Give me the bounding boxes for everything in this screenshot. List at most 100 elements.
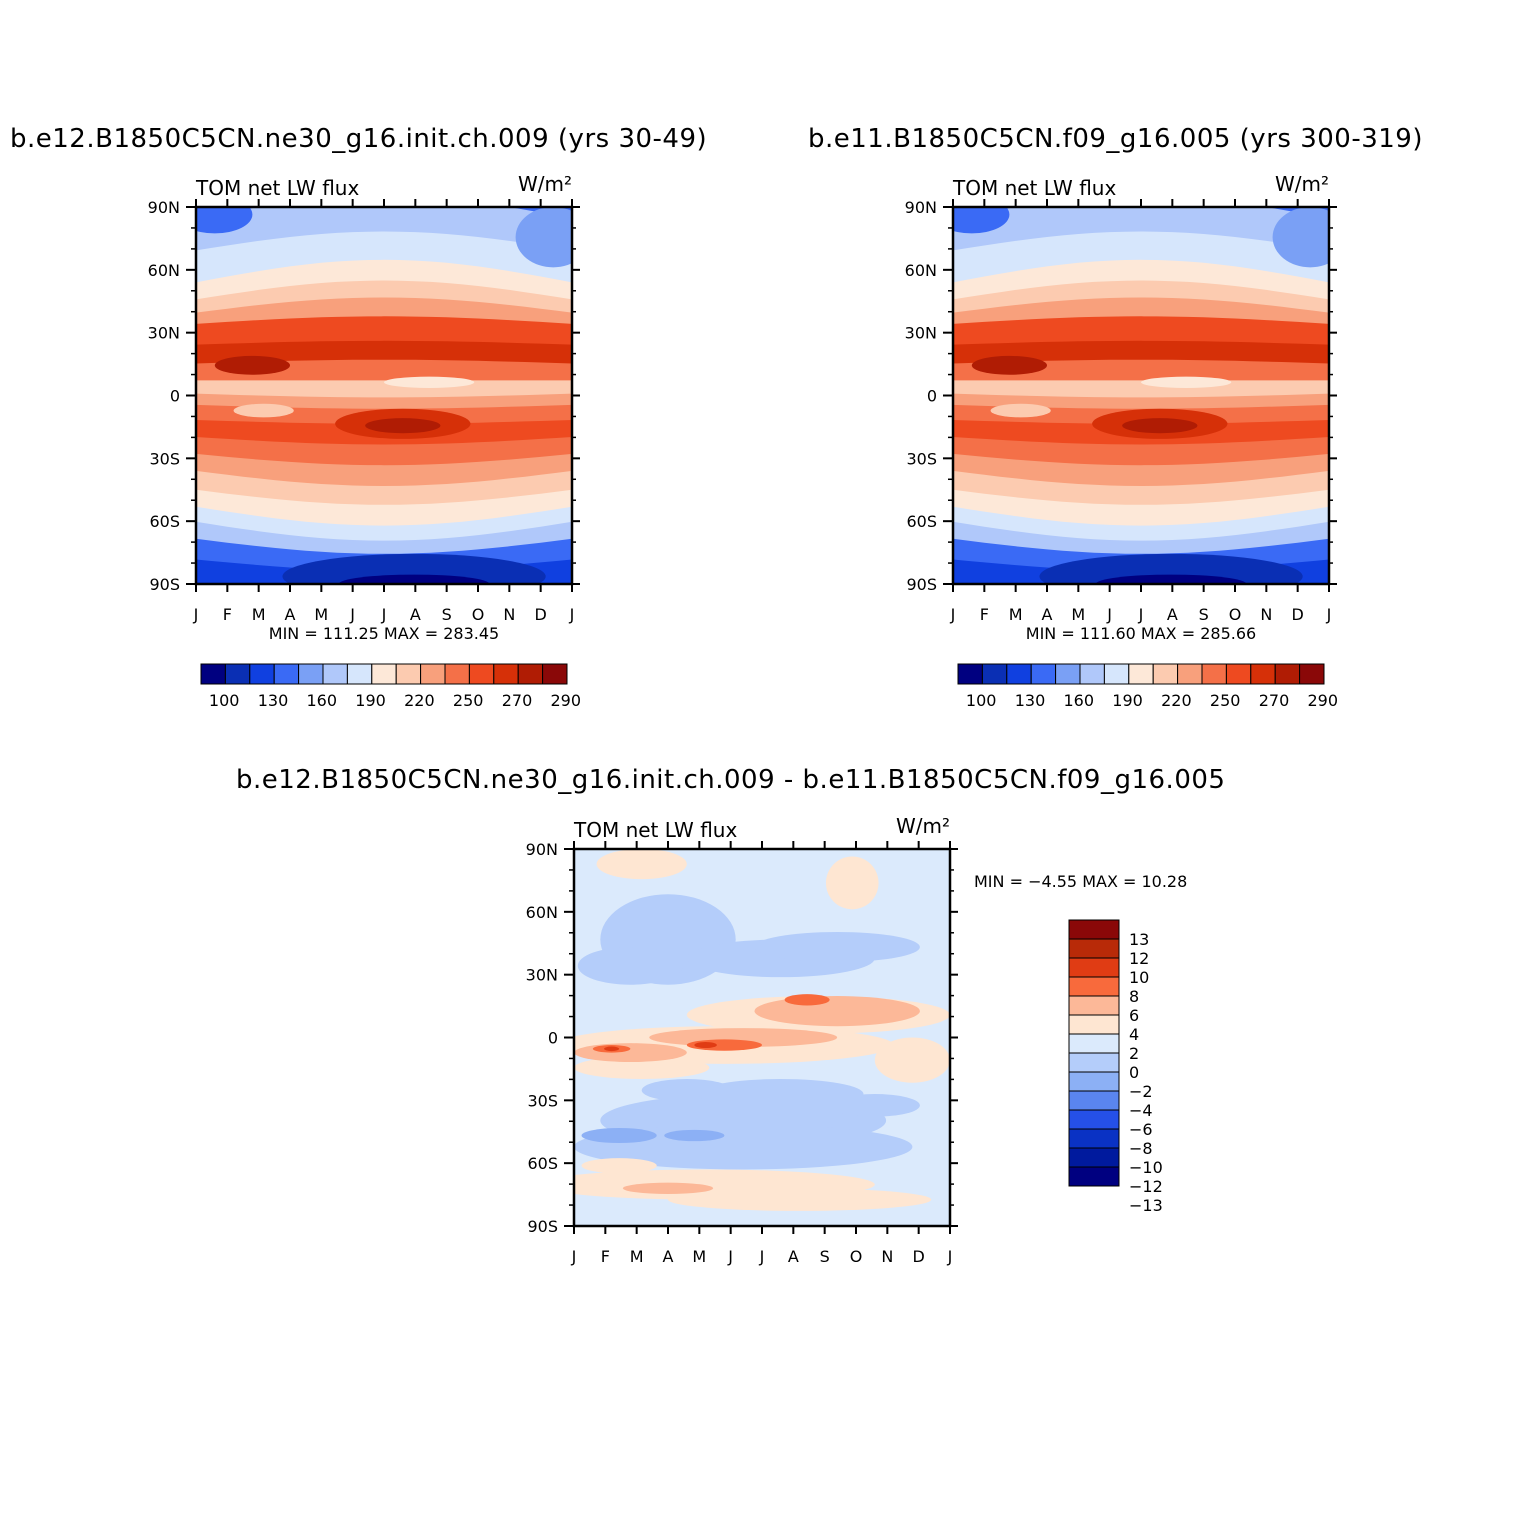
panel1-colorbar-cell: [517, 663, 544, 685]
panel2-colorbar-cell: [1201, 663, 1227, 685]
panel2-colorbar-label: 290: [1308, 691, 1339, 710]
diff-blob: [581, 1158, 657, 1174]
diff-blob: [596, 849, 687, 880]
panel2-stats: MIN = 111.60 MAX = 285.66: [1026, 624, 1256, 643]
panel1-units: W/m²: [518, 172, 572, 196]
panel2-colorbar-label: 190: [1112, 691, 1143, 710]
panel1-subtitle: TOM net LW flux: [195, 176, 359, 200]
panel1-xtick-label: J: [569, 605, 575, 624]
panel2-ytick-label: 30N: [905, 324, 937, 343]
panel1-xtick-label: O: [472, 605, 485, 624]
south-trop-max-core: [1122, 418, 1198, 434]
north-trop-max: [214, 355, 290, 375]
diff-colorbar-cell: [1068, 1128, 1120, 1149]
panel1-colorbar-cell: [346, 663, 373, 685]
equator-min: [384, 376, 475, 388]
diff-colorbar-cell: [1068, 1014, 1120, 1035]
diff-colorbar-cell: [1068, 1071, 1120, 1092]
panel2-ytick-label: 60S: [906, 512, 937, 531]
south-pole-min: [338, 574, 490, 584]
panel2-colorbar-cell: [1006, 663, 1032, 685]
panel2-title: b.e11.B1850C5CN.f09_g16.005 (yrs 300-319…: [808, 124, 1423, 154]
panel2-colorbar-label: 250: [1210, 691, 1241, 710]
diff-colorbar-cell: [1068, 995, 1120, 1016]
panel1-colorbar-cell: [468, 663, 495, 685]
panel2-ytick-label: 0: [927, 387, 937, 406]
diff-blob: [574, 1056, 710, 1079]
diff-colorbar-cell: [1068, 919, 1120, 940]
panel1-colorbar-label: 250: [453, 691, 484, 710]
panel3-ytick-label: 0: [548, 1029, 558, 1048]
panel2-subtitle: TOM net LW flux: [952, 176, 1116, 200]
diff-blob: [622, 1182, 714, 1194]
equator-min: [1141, 376, 1232, 388]
equator-min-west: [233, 403, 294, 418]
north-trop-max: [971, 355, 1047, 375]
panel2-colorbar-cell: [1128, 663, 1154, 685]
diff-colorbar-label: 12: [1129, 949, 1149, 968]
panel1-colorbar-label: 100: [209, 691, 240, 710]
panel2-colorbar-cell: [1030, 663, 1057, 685]
panel1-ytick-label: 60N: [148, 261, 180, 280]
panel2-xtick-label: D: [1292, 605, 1304, 624]
panel1-xtick-label: M: [314, 605, 328, 624]
diff-blob: [577, 947, 684, 985]
panel1-ytick-label: 90N: [148, 198, 180, 217]
panel2-colorbar-cell: [1079, 663, 1105, 685]
diff-colorbar-label: 6: [1129, 1006, 1139, 1025]
panel1-colorbar-cell: [249, 663, 275, 685]
diff-blob: [698, 1078, 864, 1110]
panel3-xtick-label: F: [601, 1247, 610, 1266]
panel1-colorbar-cell: [273, 663, 300, 685]
panel1-ytick-label: 60S: [149, 512, 180, 531]
panel3-xtick-label: J: [727, 1247, 733, 1266]
panel2-ytick-label: 30S: [906, 449, 937, 468]
diff-field: [574, 849, 950, 1226]
panel1-xtick-label: A: [285, 605, 296, 624]
panel1-colorbar-cell: [444, 663, 470, 685]
diff-blob: [668, 1188, 932, 1211]
panel1-colorbar-label: 130: [258, 691, 289, 710]
panel1-colorbar-cell: [542, 663, 568, 685]
panel2-colorbar-cell: [1299, 663, 1325, 685]
panel1-colorbar-label: 160: [307, 691, 338, 710]
panel1-title: b.e12.B1850C5CN.ne30_g16.init.ch.009 (yr…: [10, 124, 708, 154]
panel2-colorbar-label: 270: [1259, 691, 1290, 710]
panel2-xtick-label: O: [1229, 605, 1242, 624]
panel2-xtick-label: J: [1138, 605, 1144, 624]
panel2-colorbar-cell: [1103, 663, 1130, 685]
panel3-ytick-label: 30S: [527, 1091, 558, 1110]
panel3-xtick-label: A: [788, 1247, 799, 1266]
panel2-xtick-label: A: [1042, 605, 1053, 624]
panel1-xtick-label: F: [223, 605, 232, 624]
panel2-ytick-label: 90S: [906, 575, 937, 594]
diff-colorbar-label: −13: [1129, 1196, 1163, 1215]
panel3-xtick-label: J: [947, 1247, 953, 1266]
panel1-stats: MIN = 111.25 MAX = 283.45: [269, 624, 499, 643]
panel3-xtick-label: M: [630, 1247, 644, 1266]
panel1-ytick-label: 0: [170, 387, 180, 406]
north-pole-blue-east: [515, 207, 572, 268]
panel1-colorbar-cell: [420, 663, 446, 685]
panel2-xtick-label: J: [950, 605, 956, 624]
panel2-colorbar-label: 100: [966, 691, 997, 710]
panel1-ytick-label: 90S: [149, 575, 180, 594]
panel1-colorbar-cell: [298, 663, 324, 685]
panel1-colorbar-label: 270: [502, 691, 533, 710]
panel3-xtick-label: N: [881, 1247, 893, 1266]
diff-colorbar-label: −8: [1129, 1139, 1153, 1158]
diff-colorbar-label: −6: [1129, 1120, 1153, 1139]
north-pole-blue-east: [1272, 207, 1329, 268]
diff-colorbar-label: −4: [1129, 1101, 1153, 1120]
panel3-xtick-label: S: [820, 1247, 830, 1266]
diff-colorbar-label: −12: [1129, 1177, 1163, 1196]
panel3-xtick-label: J: [759, 1247, 765, 1266]
panel2-colorbar-label: 130: [1015, 691, 1046, 710]
panel1-xtick-label: A: [410, 605, 421, 624]
diff-colorbar-label: 2: [1129, 1044, 1139, 1063]
north-pole-blue: [196, 207, 253, 234]
panel3-xtick-label: O: [850, 1247, 863, 1266]
diff-colorbar-cell: [1068, 1090, 1120, 1111]
panel3-ytick-label: 60N: [526, 903, 558, 922]
panel1-xtick-label: J: [381, 605, 387, 624]
